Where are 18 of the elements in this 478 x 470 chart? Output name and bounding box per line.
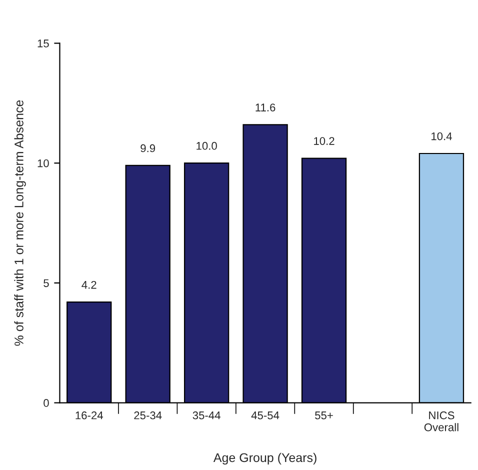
data-label: 10.0 bbox=[196, 142, 217, 150]
x-tick-label: 16-24 bbox=[76, 411, 103, 420]
data-label: 4.2 bbox=[82, 280, 96, 289]
y-axis-title: % of staff with 1 or more Long-term Absence bbox=[14, 100, 26, 346]
y-tick-label: 5 bbox=[44, 279, 49, 288]
data-label: 10.4 bbox=[432, 132, 452, 140]
x-tick-label: 25-34 bbox=[134, 411, 162, 420]
data-label: 11.6 bbox=[256, 104, 276, 112]
x-tick-label: 35-44 bbox=[192, 411, 220, 420]
x-tick-label: 45-54 bbox=[251, 412, 280, 420]
x-axis-title: Age Group (Years) bbox=[213, 452, 316, 465]
x-tick-label: NICS Overall bbox=[424, 411, 458, 432]
y-tick-label: 15 bbox=[38, 40, 49, 48]
y-tick-label: 0 bbox=[44, 399, 49, 407]
x-tick-label: 55+ bbox=[315, 412, 333, 420]
data-label: 9.9 bbox=[140, 144, 156, 152]
y-tick-label: 10 bbox=[38, 159, 49, 168]
data-label: 10.2 bbox=[314, 137, 334, 145]
